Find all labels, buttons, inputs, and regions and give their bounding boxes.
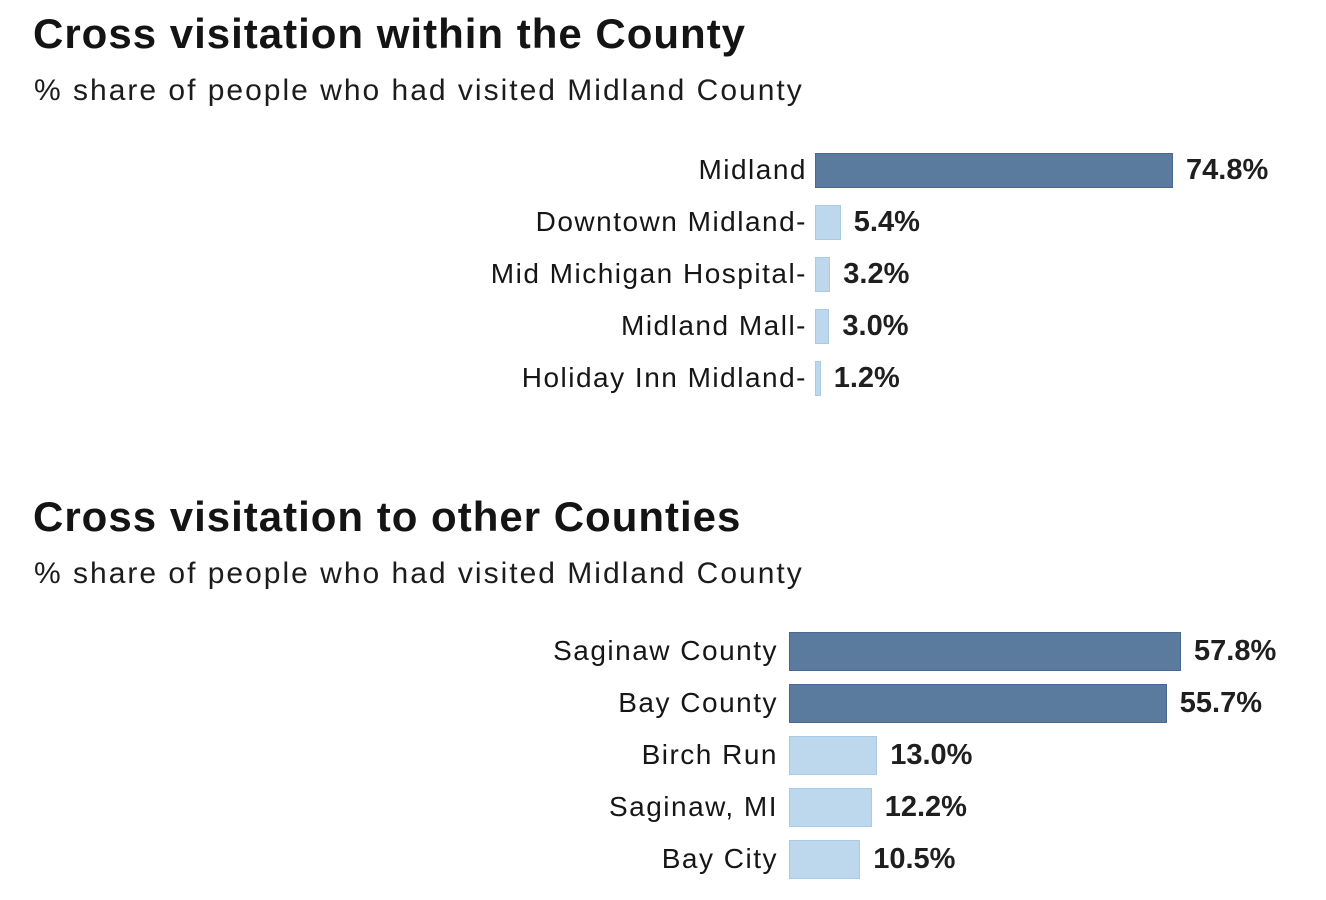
bar-area: 3.0% bbox=[807, 308, 909, 344]
chart-title: Cross visitation to other Counties bbox=[33, 493, 742, 540]
category-label: Midland Mall- bbox=[621, 310, 807, 341]
value-bar bbox=[789, 683, 1167, 723]
bar-row: Saginaw County 57.8% bbox=[0, 625, 1326, 677]
value-label: 5.4% bbox=[853, 205, 920, 238]
value-bar bbox=[815, 360, 821, 396]
value-label: 10.5% bbox=[873, 842, 956, 875]
value-label: 74.8% bbox=[1186, 153, 1269, 186]
bar-row: Downtown Midland- 5.4% bbox=[0, 196, 1326, 248]
bar-area: 55.7% bbox=[778, 683, 1263, 723]
category-label: Mid Michigan Hospital- bbox=[490, 258, 807, 289]
bar-row: Midland Mall- 3.0% bbox=[0, 300, 1326, 352]
bar-row: Saginaw, MI 12.2% bbox=[0, 781, 1326, 833]
category-label: Holiday Inn Midland- bbox=[521, 362, 807, 393]
bar-rows: Saginaw County 57.8% Bay County 55.7% Birch … bbox=[0, 625, 1326, 885]
category-label: Birch Run bbox=[641, 739, 778, 770]
bar-area: 5.4% bbox=[807, 204, 920, 240]
value-bar bbox=[789, 787, 872, 827]
bar-area: 12.2% bbox=[778, 787, 967, 827]
value-label: 13.0% bbox=[890, 738, 973, 771]
bar-area: 74.8% bbox=[807, 152, 1269, 188]
bar-row: Bay County 55.7% bbox=[0, 677, 1326, 729]
chart-other-counties: Cross visitation to other Counties % sha… bbox=[0, 483, 1326, 900]
category-label: Saginaw, MI bbox=[608, 791, 778, 822]
value-bar bbox=[789, 735, 878, 775]
bar-row: Mid Michigan Hospital- 3.2% bbox=[0, 248, 1326, 300]
bar-area: 1.2% bbox=[807, 360, 900, 396]
value-bar bbox=[789, 839, 861, 879]
bar-area: 10.5% bbox=[778, 839, 956, 879]
chart-subtitle: % share of people who had visited Midlan… bbox=[34, 557, 804, 590]
category-label: Midland bbox=[698, 154, 807, 185]
bar-row: Bay City 10.5% bbox=[0, 833, 1326, 885]
value-bar bbox=[815, 256, 831, 292]
category-label: Saginaw County bbox=[553, 635, 778, 666]
category-label: Bay City bbox=[661, 843, 778, 874]
value-bar bbox=[815, 152, 1173, 188]
value-bar bbox=[789, 631, 1181, 671]
bar-area: 57.8% bbox=[778, 631, 1277, 671]
value-label: 1.2% bbox=[833, 361, 900, 394]
bar-area: 3.2% bbox=[807, 256, 910, 292]
value-bar bbox=[815, 308, 830, 344]
bar-row: Midland 74.8% bbox=[0, 144, 1326, 196]
category-label: Bay County bbox=[618, 687, 778, 718]
value-label: 55.7% bbox=[1179, 686, 1263, 719]
value-label: 3.2% bbox=[843, 257, 910, 290]
bar-row: Birch Run 13.0% bbox=[0, 729, 1326, 781]
value-bar bbox=[815, 204, 841, 240]
value-label: 12.2% bbox=[884, 790, 967, 823]
bar-row: Holiday Inn Midland- 1.2% bbox=[0, 352, 1326, 404]
chart-within-county: Cross visitation within the County % sha… bbox=[0, 10, 1326, 404]
chart-title: Cross visitation within the County bbox=[33, 10, 747, 57]
bar-rows: Midland 74.8% Downtown Midland- 5.4% Mid Mic… bbox=[0, 144, 1326, 404]
bar-area: 13.0% bbox=[778, 735, 973, 775]
value-label: 57.8% bbox=[1194, 634, 1277, 667]
chart-subtitle: % share of people who had visited Midlan… bbox=[34, 74, 804, 107]
value-label: 3.0% bbox=[842, 309, 909, 342]
category-label: Downtown Midland- bbox=[535, 206, 807, 237]
